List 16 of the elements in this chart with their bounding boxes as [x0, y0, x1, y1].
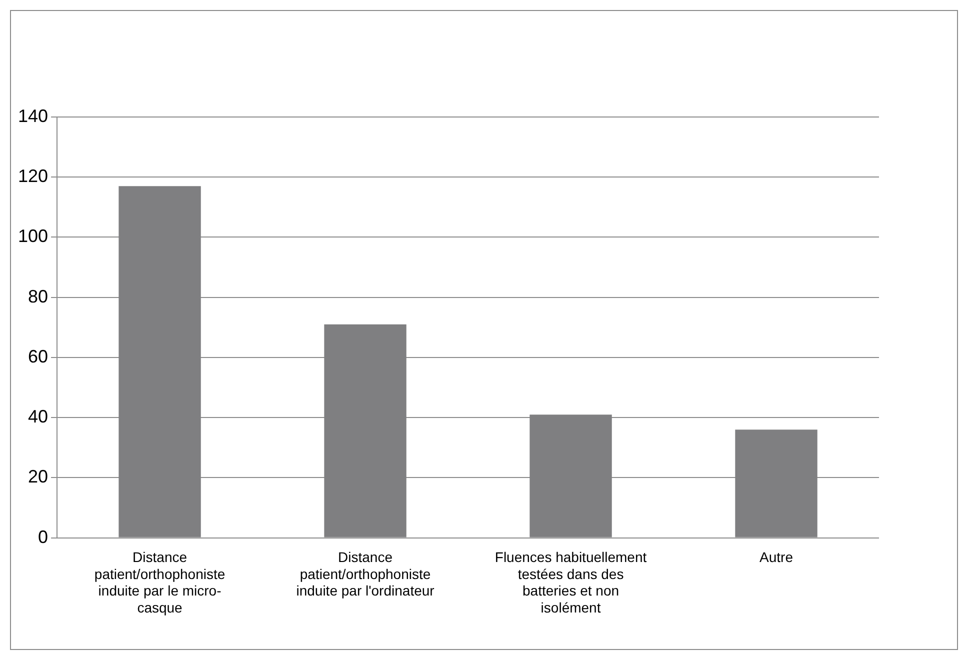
- bar: [324, 324, 406, 538]
- y-tick-label: 40: [28, 406, 48, 427]
- y-tick-label: 0: [38, 526, 48, 547]
- y-tick-label: 140: [18, 106, 48, 126]
- y-tick-label: 120: [18, 166, 48, 186]
- x-tick-label: Distance patient/orthophoniste induite par l'ordinateur: [296, 549, 435, 599]
- x-tick-label: Distance patient/orthophoniste induite par le micro-casque: [94, 549, 226, 616]
- y-tick-label: 80: [28, 286, 48, 306]
- x-tick-label: Fluences habituellement testées dans des batteries et non isolément: [494, 549, 647, 616]
- bar: [118, 186, 201, 538]
- y-tick-label: 100: [18, 226, 48, 246]
- x-tick-label: Autre: [760, 549, 794, 566]
- bar: [735, 430, 818, 538]
- bar: [530, 414, 612, 538]
- y-tick-label: 20: [28, 466, 48, 487]
- y-tick-label: 60: [28, 346, 48, 366]
